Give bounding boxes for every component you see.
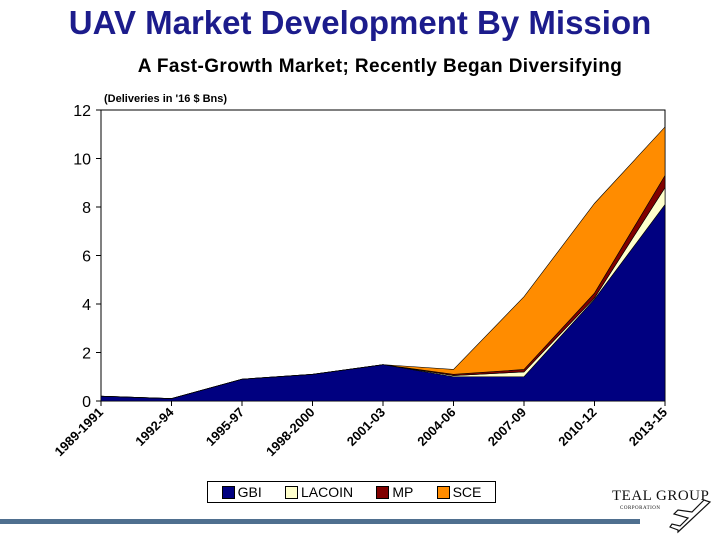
y-tick-label: 10 [73,152,91,169]
y-tick-label: 8 [82,200,91,217]
aircraft-icon [669,499,712,534]
logo-subtitle: CORPORATION [620,506,661,511]
y-tick-label: 0 [82,394,91,411]
x-tick-label: 2013-15 [626,405,670,449]
page-subtitle: A Fast-Growth Market; Recently Began Div… [137,56,623,77]
x-tick-label: 2001-03 [344,405,388,449]
x-tick-label: 1995-97 [203,405,247,449]
legend-item-sce: SCE [436,484,482,500]
chart-legend: GBI LACOIN MP SCE [207,481,496,503]
x-tick-label: 2010-12 [555,405,599,449]
legend-label-sce: SCE [452,484,482,500]
legend-item-mp: MP [376,484,413,500]
x-tick-label: 1998-2000 [263,405,318,460]
legend-swatch-mp [376,485,390,499]
legend-label-lacoin: LACOIN [300,484,354,500]
page-title: UAV Market Development By Mission [68,4,652,41]
y-tick-label: 4 [82,297,91,314]
x-tick-label: 1989-1991 [52,405,107,460]
legend-item-gbi: GBI [221,484,262,500]
units-note: (Deliveries in '16 $ Bns) [104,93,227,105]
x-tick-label: 1992-94 [132,404,177,449]
y-tick-label: 6 [82,249,91,266]
y-tick-label: 12 [73,103,91,120]
y-tick-label: 2 [82,346,91,363]
area-series-sce [100,126,666,399]
legend-swatch-lacoin [284,485,298,499]
legend-swatch-sce [436,485,450,499]
x-tick-label: 2004-06 [414,405,458,449]
legend-item-lacoin: LACOIN [284,484,354,500]
x-tick-label: 2007-09 [485,405,529,449]
logo-name: TEAL GROUP [612,488,710,504]
legend-swatch-gbi [221,485,235,499]
teal-group-logo: TEAL GROUP CORPORATION [612,488,712,538]
bottom-bar [0,519,640,524]
legend-label-gbi: GBI [237,484,262,500]
legend-label-mp: MP [392,484,414,500]
